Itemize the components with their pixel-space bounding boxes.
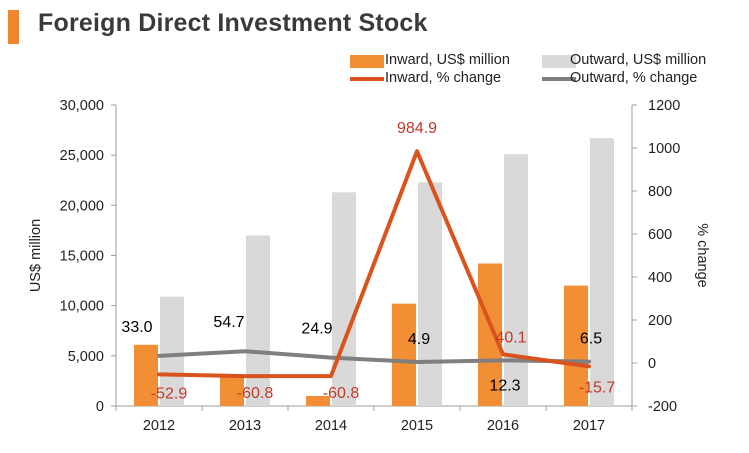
legend-label-inward-bar: Inward, US$ million [385, 52, 510, 68]
legend: Inward, US$ million Outward, US$ million… [0, 0, 749, 100]
right-tick-label: 0 [648, 356, 656, 372]
bar-outward [332, 192, 356, 406]
data-label-outward-change: 6.5 [580, 331, 602, 348]
point-outward-change [588, 361, 590, 363]
x-tick-label: 2013 [229, 418, 261, 434]
point-inward-change [158, 373, 160, 375]
point-outward-change [416, 361, 418, 363]
data-label-outward-change: 24.9 [301, 321, 332, 338]
right-tick-label: 800 [648, 184, 672, 200]
left-tick-label: 10,000 [60, 299, 104, 315]
data-label-outward-change: 12.3 [489, 377, 520, 394]
legend-label-inward-line: Inward, % change [385, 70, 502, 86]
left-tick-label: 15,000 [60, 249, 104, 265]
x-tick-label: 2012 [143, 418, 175, 434]
bar-inward [220, 376, 244, 406]
point-outward-change [244, 350, 246, 352]
bar-inward [306, 395, 330, 406]
line-outward-change [157, 349, 591, 364]
chart-title: Foreign Direct Investment Stock [38, 9, 428, 37]
bar-inward [478, 263, 502, 406]
left-tick-label: 5,000 [68, 349, 104, 365]
bar-outward [418, 182, 442, 406]
data-label-inward-change: -52.9 [151, 385, 188, 402]
x-tick-label: 2016 [487, 418, 519, 434]
bar-inward [564, 285, 588, 406]
data-label-inward-change: 984.9 [397, 120, 437, 137]
line-inward-change [157, 149, 591, 379]
x-tick-label: 2014 [315, 418, 347, 434]
point-inward-change [502, 353, 504, 355]
point-outward-change [502, 359, 504, 361]
point-inward-change [588, 365, 590, 367]
legend-swatch-inward-bar [350, 55, 384, 68]
point-outward-change [330, 357, 332, 359]
x-tick-label: 2015 [401, 418, 433, 434]
x-tick-label: 2017 [573, 418, 605, 434]
bar-outward [160, 296, 184, 406]
point-inward-change [330, 375, 332, 377]
bar-outward [590, 138, 614, 407]
point-inward-change [416, 150, 418, 152]
y-axis-title: US$ million [28, 219, 44, 292]
left-tick-label: 30,000 [60, 98, 104, 114]
y-axis-title-right: % change [694, 223, 710, 288]
data-label-inward-change: -60.8 [237, 385, 274, 402]
bar-inward [392, 303, 416, 406]
data-label-inward-change: -60.8 [323, 385, 360, 402]
right-tick-label: 400 [648, 270, 672, 286]
title-accent-bar [8, 10, 19, 44]
data-label-inward-change: -15.7 [579, 379, 616, 396]
legend-swatch-inward-line [350, 77, 384, 81]
right-tick-label: 600 [648, 227, 672, 243]
bar-inward [134, 344, 158, 406]
bar-outward [246, 235, 270, 406]
legend-swatch-outward-bar [542, 55, 576, 68]
data-label-outward-change: 4.9 [408, 331, 430, 348]
data-label-inward-change: 40.1 [495, 329, 526, 346]
left-tick-label: 25,000 [60, 148, 104, 164]
right-tick-label: 1200 [648, 98, 680, 114]
right-tick-label: 200 [648, 313, 672, 329]
left-tick-label: 20,000 [60, 198, 104, 214]
point-outward-change [158, 355, 160, 357]
bar-outward [504, 154, 528, 406]
legend-label-outward-line: Outward, % change [570, 70, 698, 86]
right-tick-label: 1000 [648, 141, 680, 157]
legend-swatch-outward-line [542, 77, 576, 81]
data-label-outward-change: 33.0 [121, 319, 152, 336]
point-inward-change [244, 375, 246, 377]
legend-label-outward-bar: Outward, US$ million [570, 52, 707, 68]
right-tick-label: -200 [648, 399, 677, 415]
left-tick-label: 0 [96, 399, 104, 415]
data-label-outward-change: 54.7 [213, 314, 244, 331]
